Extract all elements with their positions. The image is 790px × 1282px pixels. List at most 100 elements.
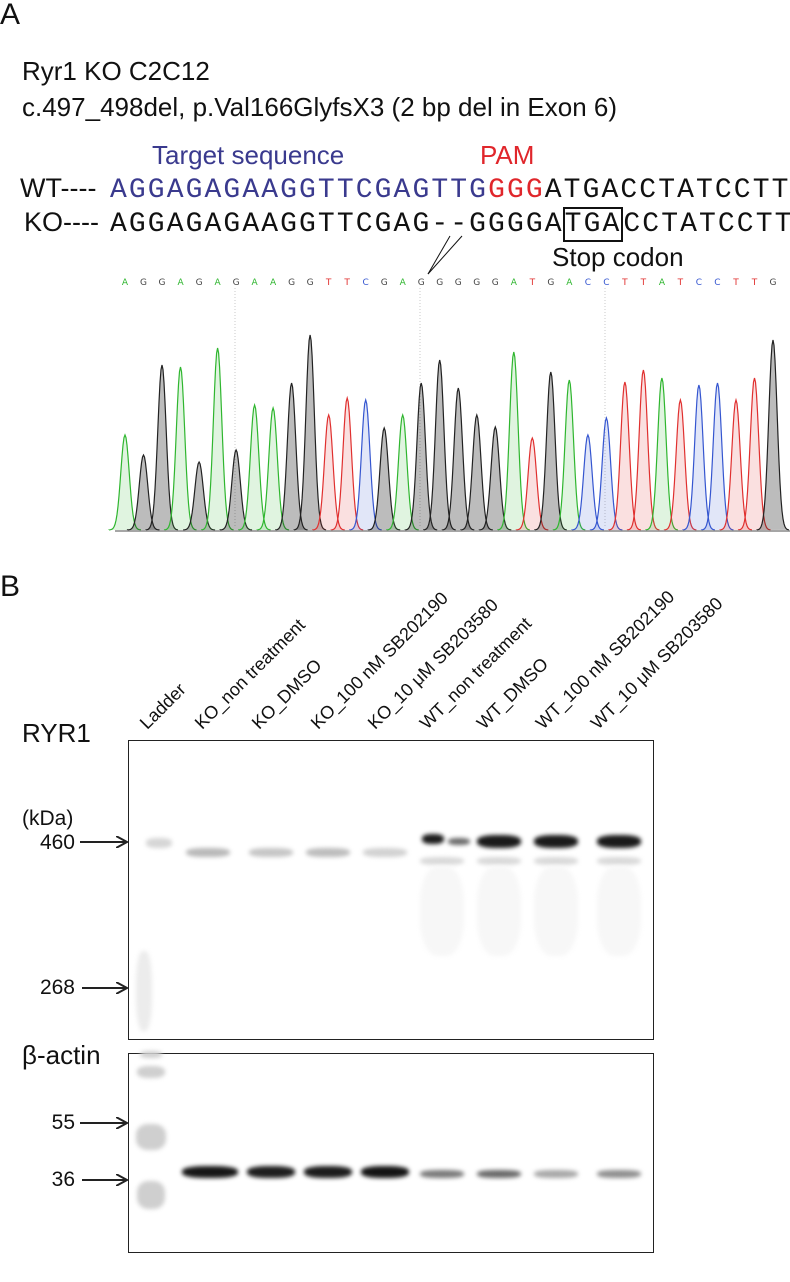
trace-base-call: G [418,278,425,288]
ryr1-ko-band [249,847,293,857]
actin-wt-band [477,1170,521,1178]
trace-base-call: A [511,278,518,288]
marker-55: 55 [51,1111,75,1134]
actin-wt-band [420,1170,464,1178]
trace-peak-G [534,371,567,531]
trace-base-call: G [381,278,388,288]
kda-unit-label: (kDa) [22,807,74,830]
mutation-description: c.497_498del, p.Val166GlyfsX3 (2 bp del … [22,92,618,122]
trace-base-call: T [343,278,350,288]
trace-base-call: T [732,278,739,288]
trace-base-call: T [325,278,332,288]
trace-base-call: G [492,278,499,288]
ladder-band [137,1066,165,1078]
beta-actin-blot [128,1051,654,1253]
trace-peak-G [460,412,493,531]
trace-base-call: G [770,278,777,288]
wt-rest-seq: ATGACCTATCCTTG [544,175,790,206]
trace-peak-T [330,395,364,531]
trace-peak-G [423,359,456,531]
trace-peak-G [367,426,401,531]
stop-codon-box: TGA [562,207,624,242]
ryr1-lower-band [477,857,521,865]
trace-peak-A [645,377,679,531]
wt-target-seq: AGGAGAGAAGGTTCGAGTTG [110,175,489,206]
actin-ko-band [361,1166,409,1178]
actin-wt-band [534,1170,578,1178]
ladder-band [140,1051,162,1058]
ryr1-wt-band [422,834,444,844]
ryr1-lower-band [534,857,578,865]
trace-peak-T [312,412,345,531]
trace-peak-G [275,382,308,531]
trace-base-call: G [233,278,240,288]
trace-base-call: A [400,278,407,288]
trace-base-call: A [122,278,129,288]
marker-36: 36 [51,1168,75,1191]
ko-sequence-row: KO---- AGGAGAGAAGGTTCGAG--GGGGATGACCTATCC… [24,207,790,242]
trace-base-call: C [363,278,369,288]
ladder-band [136,1124,166,1150]
trace-peak-A [386,412,419,531]
trace-peak-A [163,366,197,531]
panel-a-label: A [0,0,21,31]
trace-base-call: T [621,278,628,288]
trace-peak-G [126,453,160,531]
trace-base-call: G [196,278,203,288]
pam-label: PAM [480,140,535,170]
ryr1-wt-band [534,834,578,848]
trace-base-call: T [677,278,684,288]
trace-peak-G [293,334,327,531]
stop-codon-label: Stop codon [552,242,684,272]
marker-460: 460 [39,831,75,854]
trace-peak-A [238,402,271,531]
trace-base-call: T [529,278,536,288]
figure-title: Ryr1 KO C2C12 [22,56,210,86]
trace-peak-G [145,364,179,531]
trace-peak-G [756,339,790,531]
trace-base-call: A [270,278,277,288]
ladder-band [137,1181,165,1209]
trace-base-call: C [714,278,720,288]
ryr1-ko-band [186,847,230,857]
trace-peak-G [219,448,253,531]
trace-peak-T [515,436,549,531]
ryr1-blot [128,740,654,1040]
trace-base-call: G [473,278,480,288]
deletion-pointer-line [427,235,463,275]
wt-pam-seq: GGG [488,175,545,206]
ryr1-ko-band [363,847,407,857]
trace-base-call: A [177,278,184,288]
trace-peak-A [497,351,530,531]
panel-b-label: B [0,570,21,603]
actin-wt-band [597,1170,641,1178]
ryr1-smear [597,866,641,956]
target-sequence-label: Target sequence [152,140,345,170]
trace-base-call: A [659,278,666,288]
trace-base-call: G [547,278,554,288]
trace-peak-G [478,425,512,531]
trace-peak-A [552,379,586,531]
ladder-band [146,838,172,848]
ryr1-label: RYR1 [22,718,91,748]
trace-peak-G [441,387,475,531]
trace-peak-T [719,397,753,531]
ryr1-smear [420,866,464,956]
ryr1-ko-band [306,847,350,857]
trace-base-call: G [455,278,462,288]
lane-label: Ladder [135,679,190,733]
ryr1-lower-band [597,857,641,865]
trace-peak-C [349,397,382,531]
trace-base-call: G [288,278,295,288]
trace-peak-T [737,377,771,531]
trace-base-call: G [436,278,443,288]
trace-peak-G [404,382,438,531]
ladder-smear [136,951,152,1031]
trace-peak-C [682,384,715,531]
trace-peak-A [108,433,142,531]
trace-peak-C [589,416,623,531]
actin-ko-band [182,1166,238,1178]
trace-peak-C [700,382,734,531]
trace-peak-T [663,397,697,531]
